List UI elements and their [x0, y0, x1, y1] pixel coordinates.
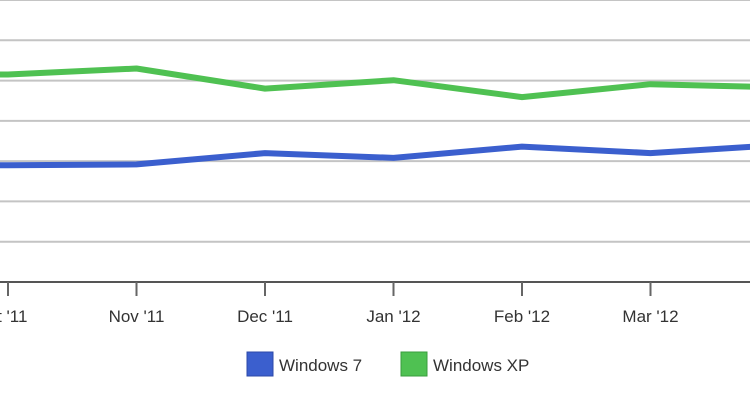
x-tick-label-2: Dec '11	[237, 307, 293, 326]
x-tick-label-4: Feb '12	[494, 307, 550, 326]
x-tick-label-3: Jan '12	[366, 307, 420, 326]
legend-swatch-windows-xp	[400, 351, 428, 377]
gridlines	[0, 0, 750, 243]
series-line-windows-xp	[0, 65, 750, 101]
legend-label-windows-xp: Windows XP	[433, 356, 529, 375]
x-tick-label-5: Mar '12	[622, 307, 678, 326]
x-axis-ticks	[7, 282, 652, 296]
x-tick-label-1: Nov '11	[109, 307, 165, 326]
x-tick-label-0: ct '11	[0, 307, 27, 326]
legend: Windows 7 Windows XP	[246, 351, 529, 377]
x-axis-tick-labels: ct '11 Nov '11 Dec '11 Jan '12 Feb '12 Mar '1…	[0, 307, 679, 326]
legend-label-windows-7: Windows 7	[279, 356, 362, 375]
series-line-windows-7	[0, 143, 750, 169]
legend-item-windows-7: Windows 7	[246, 351, 362, 377]
legend-swatch-windows-7	[246, 351, 274, 377]
legend-item-windows-xp: Windows XP	[400, 351, 529, 377]
series-lines	[0, 65, 750, 169]
